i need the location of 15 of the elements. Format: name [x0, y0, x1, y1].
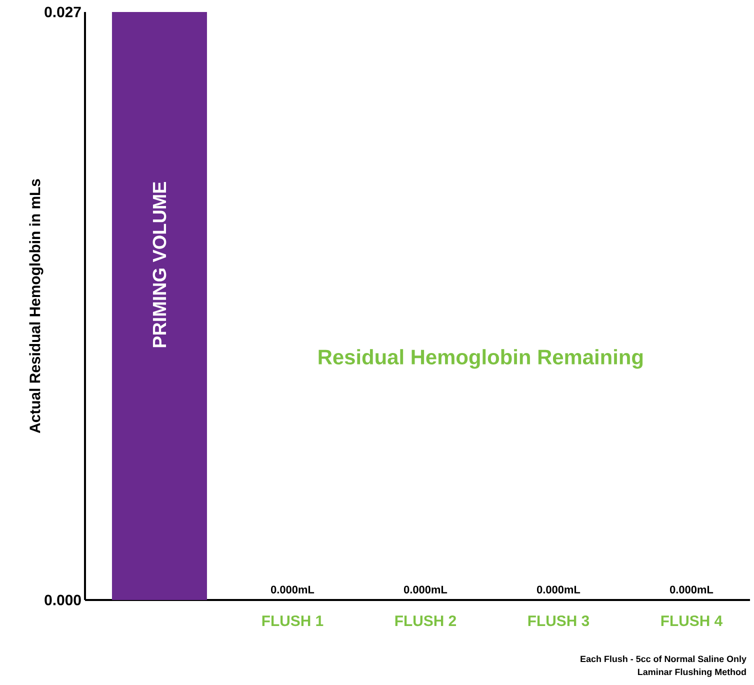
- x-tick-label: FLUSH 3: [528, 616, 590, 626]
- x-tick-label: FLUSH 1: [262, 616, 324, 626]
- data-label: 0.000mL: [670, 586, 714, 594]
- data-label: 0.000mL: [536, 586, 580, 594]
- data-label: 0.000mL: [270, 586, 314, 594]
- y-axis-title: Actual Residual Hemoglobin in mLs: [29, 179, 44, 434]
- y-tick-label: 0.027: [44, 6, 81, 18]
- x-tick-label: PRIMING VOLUME: [152, 182, 166, 348]
- y-tick-label: 0.000: [44, 594, 81, 606]
- x-tick-label: FLUSH 2: [395, 616, 456, 626]
- text: Each Flush - 5cc of Normal Saline Only: [580, 656, 746, 664]
- text: Laminar Flushing Method: [638, 668, 746, 677]
- x-tick-label: FLUSH 4: [661, 616, 723, 626]
- annotation: Residual Hemoglobin Remaining: [318, 349, 643, 369]
- data-label: 0.000mL: [404, 586, 448, 594]
